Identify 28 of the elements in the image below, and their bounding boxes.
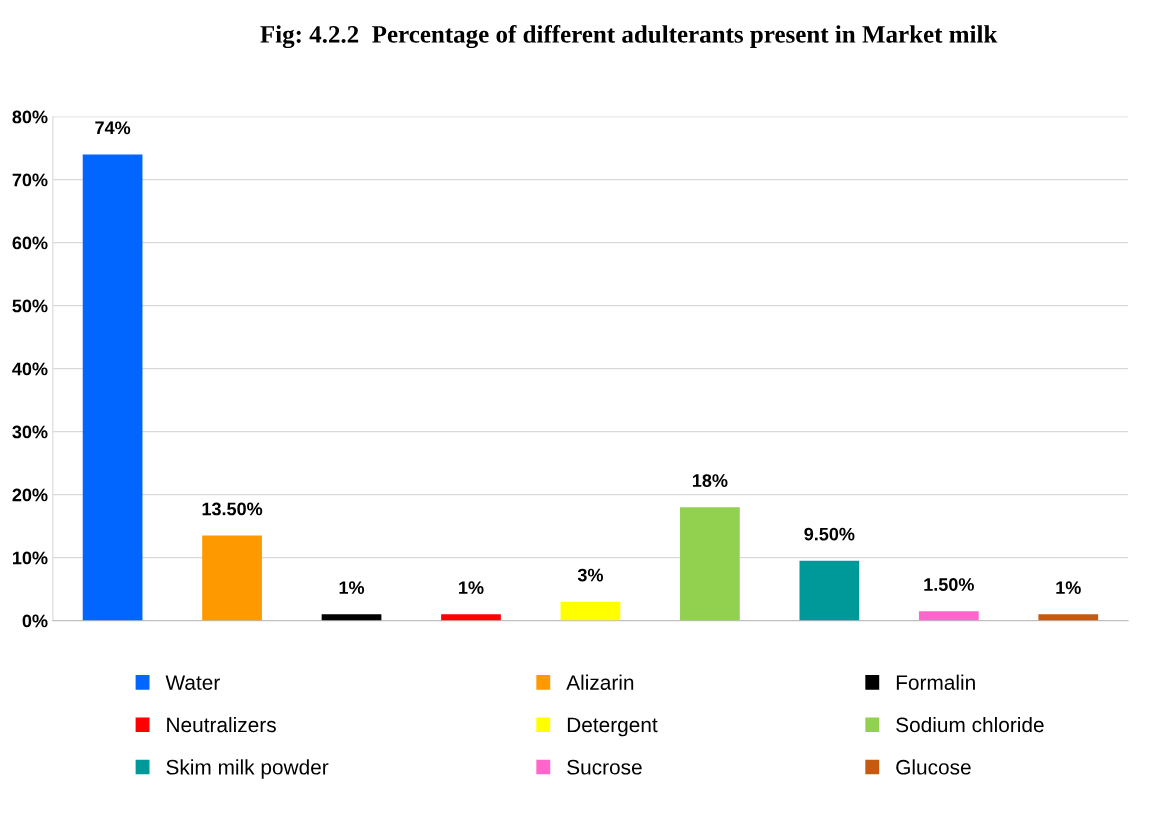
y-tick-label: 60%: [12, 236, 48, 250]
data-label: 1%: [1056, 581, 1081, 595]
data-label: 1%: [339, 581, 365, 595]
legend-label: Alizarin: [566, 674, 634, 690]
legend-label: Skim milk powder: [166, 759, 329, 779]
y-tick-label: 20%: [12, 488, 48, 502]
legend-label: Sucrose: [567, 759, 642, 775]
data-label: 3%: [577, 568, 604, 582]
y-tick-label: 50%: [12, 299, 48, 313]
legend-label: Formalin: [896, 674, 975, 690]
data-label: 1%: [459, 581, 484, 595]
legend-label: Sodium chloride: [896, 716, 1044, 733]
y-tick-label: 10%: [13, 551, 48, 565]
chart-title: Fig: 4.2.2 Percentage of different adulterants present in Market milk: [260, 24, 998, 49]
y-tick-label: 30%: [12, 425, 48, 439]
data-label: 1.50%: [924, 578, 974, 591]
data-label: 9.50%: [804, 527, 855, 541]
legend-label: Detergent: [567, 717, 658, 737]
data-label: 74%: [95, 121, 131, 135]
legend-label: Glucose: [896, 759, 971, 775]
y-tick-label: 0%: [22, 614, 48, 628]
data-label: 18%: [692, 474, 728, 487]
legend-label: Water: [165, 675, 220, 690]
data-label: 13.50%: [202, 502, 263, 516]
y-tick-label: 70%: [12, 173, 48, 187]
y-tick-label: 80%: [12, 110, 48, 124]
y-tick-label: 40%: [12, 362, 48, 376]
legend-label: Neutralizers: [167, 716, 276, 733]
